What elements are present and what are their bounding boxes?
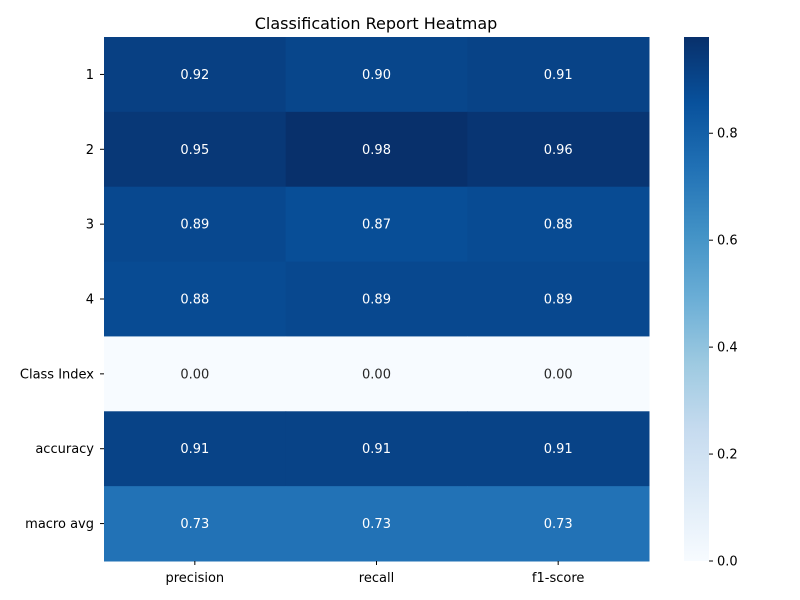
cell-value-label: 0.88 <box>544 218 573 233</box>
cell-value-label: 0.88 <box>180 293 209 308</box>
y-tick-label: accuracy <box>35 442 94 457</box>
heatmap-cell <box>104 336 287 412</box>
colorbar-ticks: 0.0 0.2 0.4 0.6 0.8 <box>709 127 738 570</box>
heatmap-cell <box>104 37 287 113</box>
heatmap-cell <box>104 261 287 337</box>
y-tick-label: macro avg <box>25 517 94 532</box>
cell-value-label: 0.73 <box>180 517 209 532</box>
heatmap-cell <box>285 186 468 263</box>
y-tick-label: 2 <box>86 143 94 158</box>
cell-value-label: 0.91 <box>362 442 391 457</box>
chart-title: Classification Report Heatmap <box>255 14 498 33</box>
heatmap-cell <box>285 336 468 412</box>
colorbar-tick-label: 0.2 <box>717 448 738 463</box>
x-tick-label: precision <box>166 571 225 586</box>
y-tick-label: Class Index <box>20 367 94 382</box>
cell-value-label: 0.00 <box>544 367 573 382</box>
cell-value-label: 0.90 <box>362 68 391 83</box>
cell-value-label: 0.73 <box>362 517 391 532</box>
heatmap-cell <box>104 486 287 562</box>
x-tick-label: f1-score <box>532 571 584 586</box>
cell-value-label: 0.96 <box>544 143 573 158</box>
cell-value-label: 0.92 <box>180 68 209 83</box>
heatmap-cell <box>467 486 650 562</box>
heatmap-cell <box>467 111 650 188</box>
cell-value-label: 0.89 <box>544 293 573 308</box>
heatmap-cell <box>285 411 468 487</box>
colorbar <box>684 37 709 561</box>
heatmap-cells <box>104 37 650 562</box>
x-tick-label: recall <box>359 571 394 586</box>
cell-value-label: 0.91 <box>180 442 209 457</box>
heatmap-cell <box>104 186 287 263</box>
heatmap-cell <box>104 111 287 188</box>
y-tick-label: 4 <box>86 293 94 308</box>
heatmap-cell <box>104 411 287 487</box>
colorbar-tick-label: 0.8 <box>717 127 738 142</box>
heatmap-cell <box>467 261 650 337</box>
heatmap-cell <box>467 411 650 487</box>
cell-value-label: 0.73 <box>544 517 573 532</box>
y-axis-ticks: 1 2 3 4 Class Index accuracy macro avg <box>20 68 104 532</box>
cell-value-label: 0.00 <box>180 367 209 382</box>
heatmap-cell <box>285 486 468 562</box>
cell-value-label: 0.91 <box>544 68 573 83</box>
cell-value-label: 0.87 <box>362 218 391 233</box>
heatmap-cell <box>467 37 650 113</box>
cell-value-label: 0.00 <box>362 367 391 382</box>
heatmap-cell <box>285 111 468 188</box>
cell-value-label: 0.98 <box>362 143 391 158</box>
x-axis-ticks: precision recall f1-score <box>166 561 584 586</box>
cell-value-label: 0.95 <box>180 143 209 158</box>
heatmap-cell <box>285 261 468 337</box>
cell-value-label: 0.91 <box>544 442 573 457</box>
colorbar-tick-label: 0.6 <box>717 234 738 249</box>
colorbar-tick-label: 0.0 <box>717 555 738 570</box>
cell-value-label: 0.89 <box>362 293 391 308</box>
heatmap-cell <box>285 37 468 113</box>
heatmap-cell <box>467 186 650 263</box>
colorbar-tick-label: 0.4 <box>717 341 738 356</box>
y-tick-label: 1 <box>86 68 94 83</box>
heatmap-cell <box>467 336 650 412</box>
heatmap-cell-labels: 0.92 0.90 0.91 0.95 0.98 0.96 0.89 0.87 0.88 0.88… <box>180 68 572 532</box>
cell-value-label: 0.89 <box>180 218 209 233</box>
y-tick-label: 3 <box>86 218 94 233</box>
